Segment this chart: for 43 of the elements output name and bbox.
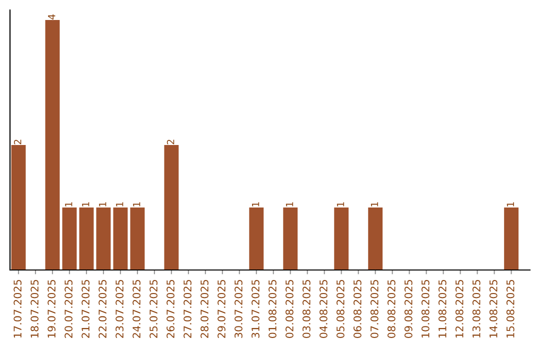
x-tick-label: 28.07.2025 <box>200 280 208 338</box>
x-tick-label: 06.08.2025 <box>354 280 362 338</box>
x-tick-label: 19.07.2025 <box>48 280 56 338</box>
x-tick-label: 25.07.2025 <box>150 280 158 338</box>
data-label: 1 <box>116 202 124 206</box>
x-tick-label: 23.07.2025 <box>116 280 124 338</box>
x-tick-label: 22.07.2025 <box>98 280 106 338</box>
x-tick-label: 17.07.2025 <box>14 280 22 338</box>
x-tick-label: 24.07.2025 <box>132 280 140 338</box>
x-tick-label: 07.08.2025 <box>370 280 378 338</box>
x-tick-label: 14.08.2025 <box>489 280 498 338</box>
x-tick-label: 15.08.2025 <box>506 280 514 338</box>
data-label: 4 <box>48 14 56 20</box>
x-tick-label: 12.08.2025 <box>455 280 464 338</box>
x-tick-label: 08.08.2025 <box>387 280 396 338</box>
x-tick-label: 13.08.2025 <box>472 280 480 338</box>
x-tick-label: 09.08.2025 <box>404 280 412 338</box>
x-tick-label: 20.07.2025 <box>64 280 72 338</box>
x-tick-label: 05.08.2025 <box>336 280 344 338</box>
x-tick-label: 29.07.2025 <box>218 280 226 338</box>
x-tick-label: 02.08.2025 <box>286 280 294 338</box>
data-label: 1 <box>370 202 378 206</box>
x-tick-label: 21.07.2025 <box>82 280 90 338</box>
data-label: 1 <box>336 202 344 206</box>
data-label: 1 <box>252 202 260 206</box>
data-label: 1 <box>286 202 294 206</box>
x-tick-label: 04.08.2025 <box>320 280 328 338</box>
data-label: 1 <box>99 202 106 206</box>
x-tick-label: 27.07.2025 <box>184 280 192 338</box>
x-tick-label: 11.08.2025 <box>438 280 446 338</box>
x-tick-label: 26.07.2025 <box>166 280 174 338</box>
data-label: 1 <box>506 202 514 206</box>
x-tick-label: 31.07.2025 <box>252 280 260 338</box>
x-tick-label: 10.08.2025 <box>421 280 430 338</box>
x-tick-label: 30.07.2025 <box>234 280 242 338</box>
data-label: 2 <box>166 140 174 144</box>
data-label: 1 <box>133 202 140 206</box>
data-label: 2 <box>14 140 22 144</box>
data-label: 1 <box>65 202 72 206</box>
x-tick-label: 18.07.2025 <box>30 280 39 338</box>
x-tick-label: 01.08.2025 <box>268 280 276 338</box>
data-label: 1 <box>82 202 90 206</box>
x-tick-label: 03.08.2025 <box>302 280 310 338</box>
